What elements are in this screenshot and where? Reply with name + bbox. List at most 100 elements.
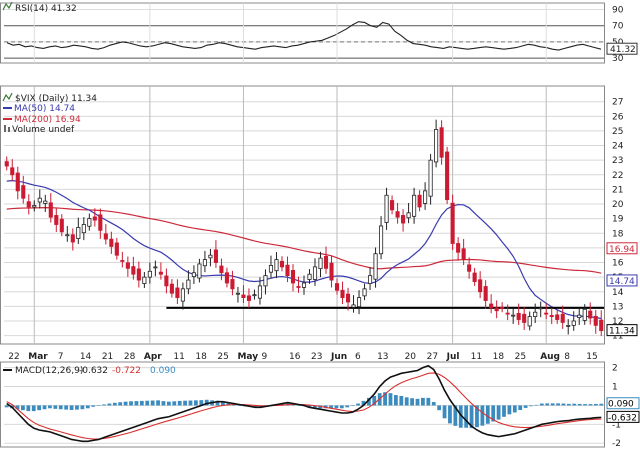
candle-body — [257, 285, 263, 299]
macd-histogram-bar — [177, 400, 182, 406]
macd-histogram-bar — [334, 405, 339, 409]
price-tick-label: 18 — [612, 229, 624, 239]
macd-histogram-bar — [80, 405, 85, 410]
macd-histogram-bar — [453, 405, 458, 426]
candle-body — [351, 304, 356, 308]
macd-histogram-bar — [183, 400, 187, 406]
macd-histogram-bar — [577, 403, 582, 406]
macd-histogram-bar — [350, 405, 355, 407]
candle-body — [445, 151, 450, 201]
ma200-legend-label: MA(200) 16.94 — [14, 115, 81, 125]
macd-histogram-bar — [485, 405, 490, 424]
macd-histogram-bar — [507, 405, 512, 415]
last-price-label-box — [606, 324, 638, 337]
candle-body — [593, 315, 598, 326]
x-tick-label: 18 — [195, 352, 207, 362]
candle-body — [213, 249, 218, 263]
x-tick-label: 28 — [124, 352, 136, 362]
macd-histogram-bar — [237, 405, 242, 406]
macd-histogram-bar — [150, 400, 155, 406]
candle-body — [560, 313, 565, 323]
candle-body — [467, 264, 472, 272]
macd-histogram-bar — [588, 404, 593, 406]
candle-body — [164, 275, 169, 287]
candle-body — [566, 324, 571, 327]
macd-histogram-bar — [166, 401, 171, 406]
macd-histogram-bar — [491, 405, 496, 422]
price-tick-label: 20 — [612, 200, 624, 210]
candle-body — [368, 275, 373, 284]
x-tick-label: May — [237, 352, 258, 362]
rsi-line — [6, 21, 602, 51]
macd-histogram-bar — [53, 405, 58, 409]
macd-histogram-bar — [469, 405, 474, 429]
candle-body — [379, 225, 384, 255]
candle-body — [54, 215, 59, 225]
x-tick-label: 7 — [58, 352, 64, 362]
macd-histogram-bar — [475, 405, 479, 428]
x-tick-label: 16 — [289, 352, 301, 362]
candle-body — [230, 279, 235, 290]
macd-histogram-bar — [215, 400, 220, 406]
macd-histogram-bar — [91, 405, 96, 407]
candle-body — [544, 312, 549, 315]
x-tick-label: 9 — [261, 352, 267, 362]
x-tick-label: 25 — [217, 352, 228, 362]
candle-body — [246, 295, 252, 301]
candle-body — [109, 238, 114, 247]
macd-tick-label: -2 — [612, 439, 621, 449]
candle-body — [577, 314, 582, 318]
price-tick-label: 26 — [612, 112, 624, 122]
macd-histogram-bar — [421, 397, 425, 406]
macd-tick-label: 1 — [612, 383, 618, 393]
candle-body — [290, 270, 296, 284]
x-tick-label: Apr — [144, 352, 162, 362]
macd-legend: MACD(12,26,9) -0.632 -0.722 0.090 — [3, 366, 176, 376]
hist-legend-value: 0.090 — [150, 366, 176, 376]
ma50-value-label-box — [606, 274, 638, 287]
last-price-label: 11.34 — [609, 327, 635, 337]
rsi-panel: 3050709041.32 — [0, 2, 638, 64]
candle-body — [323, 255, 329, 269]
macd-histogram-bar — [361, 400, 366, 406]
price-tick-label: 23 — [612, 156, 623, 166]
price-legend: $VIX (Daily) 11.34 MA(50) 14.74 MA(200) … — [2, 92, 97, 135]
x-tick-label: Jun — [330, 352, 347, 362]
candle-body — [70, 234, 75, 243]
x-tick-label: Aug — [540, 352, 560, 362]
macd-histogram-bar — [226, 403, 231, 406]
candle-body — [456, 243, 461, 253]
macd-histogram-bar — [188, 400, 193, 406]
candle-body — [92, 216, 97, 221]
macd-histogram-bar — [329, 405, 333, 409]
rsi-tick-label: 30 — [612, 54, 624, 64]
candle-body — [434, 129, 439, 163]
x-tick-label: 20 — [405, 352, 417, 362]
macd-histogram-bar — [75, 405, 79, 410]
x-tick-label: 14 — [80, 352, 92, 362]
candle-body — [32, 205, 37, 208]
macd-histogram-bar — [399, 396, 404, 406]
macd-histogram-bar — [21, 405, 25, 411]
macd-histogram-bar — [545, 403, 550, 406]
candle-body — [406, 212, 411, 219]
candle-body — [103, 233, 108, 240]
macd-histogram-bar — [194, 400, 198, 406]
price-legend-title: $VIX (Daily) 11.34 — [15, 94, 97, 104]
macd-histogram-bar — [496, 405, 501, 420]
x-tick-label: 25 — [515, 352, 526, 362]
macd-histogram-bar — [388, 393, 393, 406]
macd-histogram-bar — [599, 403, 604, 406]
candle-body — [37, 197, 42, 203]
ma200-line — [6, 206, 602, 274]
candle-body — [301, 282, 307, 288]
x-tick-label: 11 — [471, 352, 482, 362]
rsi-tick-label: 90 — [612, 5, 624, 15]
candle-body — [169, 283, 174, 294]
candle-body — [285, 264, 290, 277]
candle-body — [76, 227, 81, 239]
ma50-legend-label: MA(50) 14.74 — [14, 104, 75, 114]
x-tick-label: Mar — [28, 352, 48, 362]
candle-body — [65, 234, 70, 237]
